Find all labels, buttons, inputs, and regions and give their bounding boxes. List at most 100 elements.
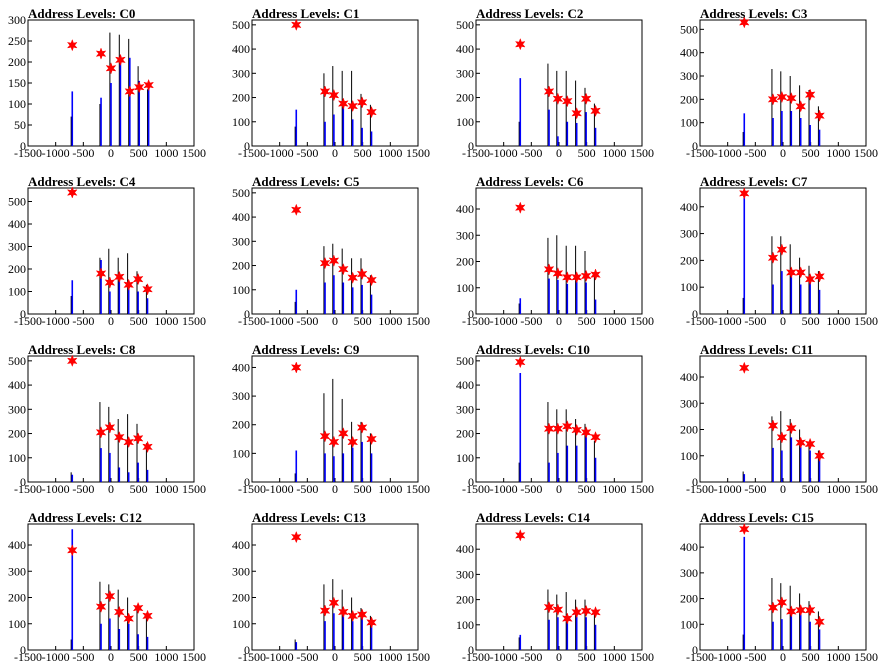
y-tick-label: 400: [456, 42, 474, 56]
x-tick-label: 500: [130, 482, 148, 496]
peak-marker: [814, 270, 825, 283]
plot-frame: [475, 355, 643, 483]
peak-marker: [795, 603, 807, 617]
chart-svg: 0 100 200 300 400 -1500 -1000 -500 0 500 1000 1500: [232, 523, 430, 664]
peak-marker: [767, 419, 779, 432]
chart-panel: 0 100 200 300 400 -1500 -1000 -500 0 500 1000 1500 A…: [224, 504, 448, 672]
chart-panel: 0 100 200 300 400 -1500 -1000 -500 0 500 1000 1500 A…: [224, 336, 448, 504]
plot-frame: [475, 187, 643, 315]
chart-svg: 0 100 200 300 400 500 -1500 -1000 -500 0 500 1000 15…: [680, 16, 878, 160]
peak-marker: [514, 529, 526, 542]
peak-marker: [95, 600, 107, 613]
peak-marker: [590, 430, 601, 444]
x-tick-label: -500: [744, 146, 766, 160]
x-tick-label: -1500: [14, 650, 42, 664]
peak-marker: [66, 354, 78, 368]
chart-title: Address Levels: C4: [28, 174, 136, 189]
chart-svg: 0 100 200 300 400 -1500 -1000 -500 0 500 1000 1500: [456, 523, 654, 664]
peak-marker: [366, 105, 377, 119]
y-tick-label: 400: [8, 538, 26, 552]
y-tick-label: 500: [8, 195, 26, 209]
y-tick-label: 300: [456, 66, 474, 80]
chart-panel: 0 100 200 300 400 -1500 -1000 -500 0 500 1000 1500 A…: [672, 336, 896, 504]
chart-panel: 0 100 200 300 400 500 -1500 -1000 -500 0 500 1000 15…: [448, 336, 672, 504]
peak-marker: [795, 436, 807, 449]
peak-marker: [804, 272, 816, 286]
peak-marker: [328, 254, 340, 267]
y-tick-label: 300: [232, 66, 250, 80]
peak-marker: [337, 97, 349, 110]
chart-svg: 0 100 200 300 400 500 -1500 -1000 -500 0 500 1000 15…: [456, 18, 654, 160]
y-tick-label: 400: [680, 200, 698, 214]
x-tick-label: -1500: [462, 482, 490, 496]
peak-marker: [580, 269, 592, 283]
chart-panel: 0 100 200 300 400 500 -1500 -1000 -500 0 500 1000 15…: [672, 0, 896, 168]
x-tick-label: 0: [556, 146, 562, 160]
y-tick-label: 300: [456, 567, 474, 581]
x-tick-label: 1000: [826, 650, 850, 664]
peak-marker: [319, 604, 331, 617]
x-tick-label: -1000: [42, 482, 70, 496]
chart-title: Address Levels: C0: [28, 6, 136, 21]
peak-marker: [785, 421, 797, 435]
x-tick-label: -500: [296, 146, 318, 160]
x-tick-label: -1500: [14, 314, 42, 328]
x-tick-label: 0: [556, 650, 562, 664]
chart-svg: 0 100 200 300 400 500 -1500 -1000 -500 0 500 1000 15…: [232, 18, 430, 160]
peak-marker: [66, 186, 78, 199]
plot-frame: [27, 355, 195, 483]
peak-marker: [290, 361, 302, 374]
y-tick-label: 100: [456, 281, 474, 295]
x-tick-label: 0: [332, 650, 338, 664]
y-tick-label: 250: [8, 34, 26, 48]
chart-title: Address Levels: C8: [28, 342, 136, 357]
y-tick-label: 200: [680, 92, 698, 106]
peak-marker: [113, 605, 125, 619]
x-tick-label: 1500: [854, 314, 878, 328]
y-tick-label: 200: [456, 255, 474, 269]
peak-marker: [785, 266, 797, 279]
peak-marker: [319, 256, 331, 270]
x-tick-label: 0: [332, 314, 338, 328]
peak-marker: [804, 88, 816, 101]
x-tick-label: -500: [296, 314, 318, 328]
peak-marker: [580, 604, 592, 618]
y-tick-label: 400: [680, 540, 698, 554]
chart-title: Address Levels: C11: [700, 342, 814, 357]
x-tick-label: 1000: [378, 650, 402, 664]
peak-marker: [114, 53, 126, 67]
peak-marker: [356, 608, 368, 621]
x-tick-label: -1500: [462, 650, 490, 664]
chart-svg: 0 100 200 300 400 -1500 -1000 -500 0 500 1000 1500: [232, 355, 430, 496]
y-tick-label: 300: [232, 564, 250, 578]
y-tick-label: 50: [14, 118, 26, 132]
peak-marker: [143, 78, 155, 92]
x-tick-label: 1500: [630, 650, 654, 664]
x-tick-label: -500: [744, 314, 766, 328]
peak-marker: [319, 85, 331, 98]
x-tick-label: 500: [354, 482, 372, 496]
x-tick-label: -500: [72, 146, 94, 160]
y-tick-label: 0: [20, 643, 26, 657]
y-tick-label: 400: [232, 210, 250, 224]
x-tick-label: -1000: [490, 314, 518, 328]
y-tick-label: 100: [232, 115, 250, 129]
peak-marker: [123, 435, 135, 449]
chart-title: Address Levels: C10: [476, 342, 590, 357]
peak-marker: [561, 271, 573, 284]
x-tick-label: 1500: [854, 482, 878, 496]
x-tick-label: 1000: [154, 146, 178, 160]
x-tick-label: 0: [780, 650, 786, 664]
peak-marker: [123, 278, 135, 292]
y-tick-label: 0: [692, 643, 698, 657]
x-tick-label: 1500: [406, 146, 430, 160]
peak-marker: [514, 355, 526, 369]
y-tick-label: 200: [232, 91, 250, 105]
x-tick-label: -500: [72, 482, 94, 496]
x-tick-label: -1000: [42, 314, 70, 328]
plot-frame: [699, 355, 867, 483]
chart-title: Address Levels: C14: [476, 510, 590, 525]
chart-title: Address Levels: C1: [252, 6, 360, 21]
x-tick-label: -1500: [686, 482, 714, 496]
chart-svg: 0 100 200 300 400 -1500 -1000 -500 0 500 1000 1500: [680, 522, 878, 664]
